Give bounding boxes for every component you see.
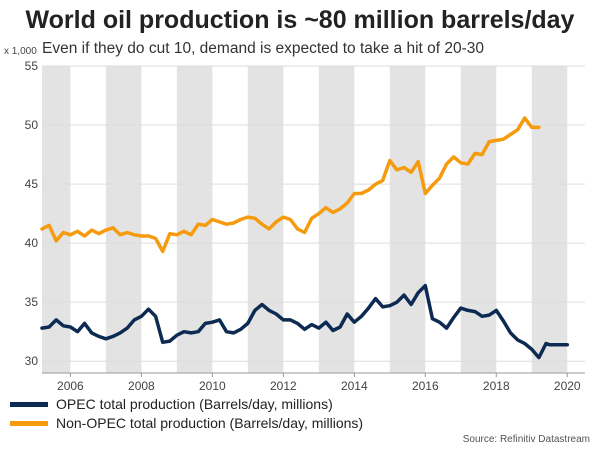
x-tick-label: 2008	[128, 379, 155, 393]
y-tick-label: 35	[25, 295, 39, 309]
legend-label-opec: OPEC total production (Barrels/day, mill…	[56, 396, 333, 412]
series-line-opec	[40, 283, 570, 360]
chart-subtitle: Even if they do cut 10, demand is expect…	[42, 40, 485, 57]
y-tick-label: 30	[25, 354, 39, 368]
y-axis-units: x 1,000	[4, 46, 37, 57]
shaded-year-2007	[105, 66, 142, 373]
y-tick-label: 55	[25, 59, 39, 73]
y-tick-label: 40	[25, 236, 39, 250]
x-tick-label: 2018	[483, 379, 510, 393]
shaded-year-2009	[176, 66, 213, 373]
series-lines	[40, 116, 570, 360]
y-tick-label: 50	[25, 118, 39, 132]
x-axis-ticks: 2006 2008 2010 2012 2014 2016 2018 2020	[57, 373, 581, 393]
legend-label-non-opec: Non-OPEC total production (Barrels/day, …	[56, 415, 364, 431]
x-tick-label: 2016	[412, 379, 439, 393]
series-line-non-opec	[40, 116, 541, 254]
x-tick-label: 2006	[57, 379, 84, 393]
shaded-year-2017	[460, 66, 497, 373]
gridlines	[42, 65, 585, 374]
legend-item-non-opec: Non-OPEC total production (Barrels/day, …	[10, 415, 363, 431]
year-bands	[42, 66, 568, 373]
x-tick-label: 2012	[270, 379, 297, 393]
legend-item-opec: OPEC total production (Barrels/day, mill…	[10, 396, 333, 412]
shaded-year-2015	[389, 66, 426, 373]
x-tick-label: 2010	[199, 379, 226, 393]
chart-title: World oil production is ~80 million barr…	[25, 6, 575, 34]
y-tick-label: 45	[25, 177, 39, 191]
legend-swatch-opec	[10, 401, 48, 407]
x-tick-label: 2014	[341, 379, 368, 393]
y-axis-ticks: 30 35 40 45 50 55	[25, 59, 39, 368]
x-tick-label: 2020	[554, 379, 581, 393]
source-note: Source: Refinitiv Datastream	[462, 434, 590, 445]
shaded-year-2019	[531, 66, 568, 373]
legend-swatch-non-opec	[10, 420, 48, 426]
